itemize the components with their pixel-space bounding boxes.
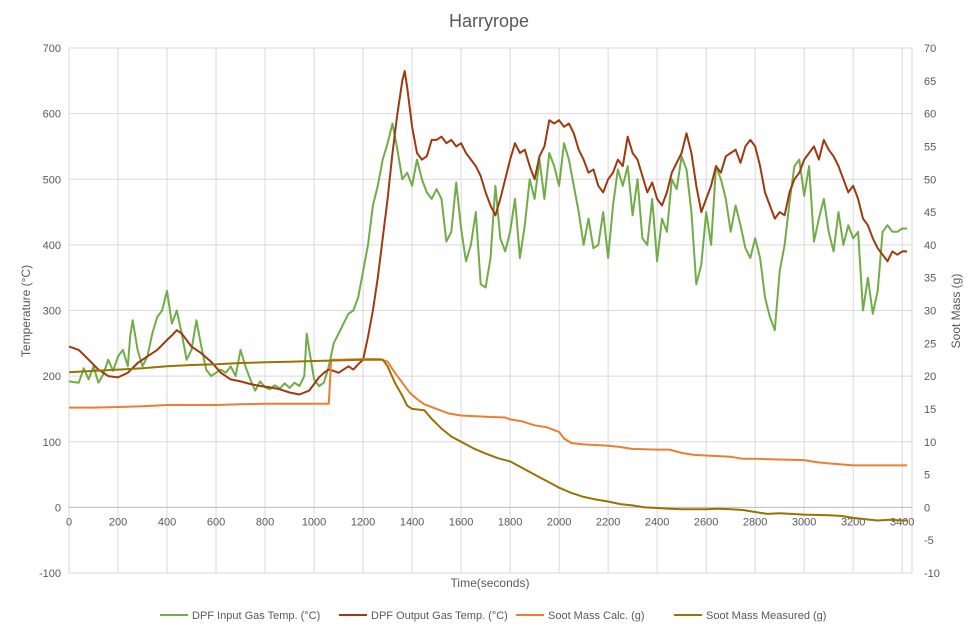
y2-tick-label: 30: [924, 306, 936, 318]
x-tick-label: 1800: [498, 516, 522, 528]
series-line-dpf-output-gas-temp-c: [68, 70, 908, 396]
y-axis-title: Temperature (°C): [19, 265, 33, 357]
series-lines: [68, 70, 908, 522]
y2-axis-ticks: -10 -5 0 5 10 15 20 25 30 35 40 45 50 55 60 65 70: [924, 43, 940, 580]
x-axis-title: Time(seconds): [451, 576, 530, 590]
y2-tick-label: 25: [924, 338, 936, 350]
gridlines: [68, 47, 913, 574]
x-tick-label: 1000: [302, 516, 326, 528]
y-tick-label: 300: [43, 306, 61, 318]
x-tick-label: 3400: [890, 516, 914, 528]
y2-tick-label: -5: [924, 535, 934, 547]
y2-tick-label: 45: [924, 207, 936, 219]
y2-tick-label: 65: [924, 76, 936, 88]
legend-label: Soot Mass Measured (g): [706, 610, 826, 622]
y2-tick-label: 15: [924, 404, 936, 416]
series-line-soot-mass-calc-g: [69, 358, 908, 467]
x-tick-label: 200: [109, 516, 127, 528]
y-tick-label: 600: [43, 109, 61, 121]
series-line-dpf-input-gas-temp-c: [68, 122, 908, 392]
x-tick-label: 1200: [351, 516, 375, 528]
x-tick-label: 2600: [694, 516, 718, 528]
y-tick-label: -100: [39, 568, 61, 580]
y-tick-label: 0: [55, 502, 61, 514]
y2-tick-label: 55: [924, 141, 936, 153]
y2-tick-label: 10: [924, 437, 936, 449]
x-tick-label: 800: [256, 516, 274, 528]
y2-tick-label: -10: [924, 568, 940, 580]
y-axis-ticks: -100 0 100 200 300 400 500 600 700: [39, 43, 61, 580]
legend-label: DPF Output Gas Temp. (°C): [371, 610, 508, 622]
y2-tick-label: 40: [924, 240, 936, 252]
x-tick-label: 2400: [645, 516, 669, 528]
y-tick-label: 500: [43, 174, 61, 186]
y2-tick-label: 70: [924, 43, 936, 55]
x-tick-label: 2000: [547, 516, 571, 528]
y2-tick-label: 60: [924, 109, 936, 121]
y-tick-label: 400: [43, 240, 61, 252]
x-tick-label: 600: [207, 516, 225, 528]
x-tick-label: 2200: [596, 516, 620, 528]
chart-title: Harryrope: [449, 11, 529, 31]
legend: DPF Input Gas Temp. (°C) DPF Output Gas T…: [160, 610, 826, 622]
legend-label: Soot Mass Calc. (g): [548, 610, 645, 622]
x-axis-ticks: 0 200 400 600 800 1000 1200 1400 1600 1800 2000 220…: [66, 516, 915, 528]
series-line-soot-mass-measured-g: [68, 358, 908, 522]
legend-label: DPF Input Gas Temp. (°C): [192, 610, 320, 622]
x-tick-label: 1600: [449, 516, 473, 528]
y2-tick-label: 5: [924, 470, 930, 482]
x-tick-label: 3000: [792, 516, 816, 528]
y-tick-label: 200: [43, 371, 61, 383]
x-tick-label: 1400: [400, 516, 424, 528]
y-tick-label: 100: [43, 437, 61, 449]
x-tick-label: 2800: [743, 516, 767, 528]
y2-tick-label: 20: [924, 371, 936, 383]
y-tick-label: 700: [43, 43, 61, 55]
x-tick-label: 0: [66, 516, 72, 528]
y2-axis-title: Soot Mass (g): [949, 274, 963, 349]
y2-tick-label: 50: [924, 174, 936, 186]
y2-tick-label: 0: [924, 502, 930, 514]
x-tick-label: 400: [158, 516, 176, 528]
y2-tick-label: 35: [924, 273, 936, 285]
